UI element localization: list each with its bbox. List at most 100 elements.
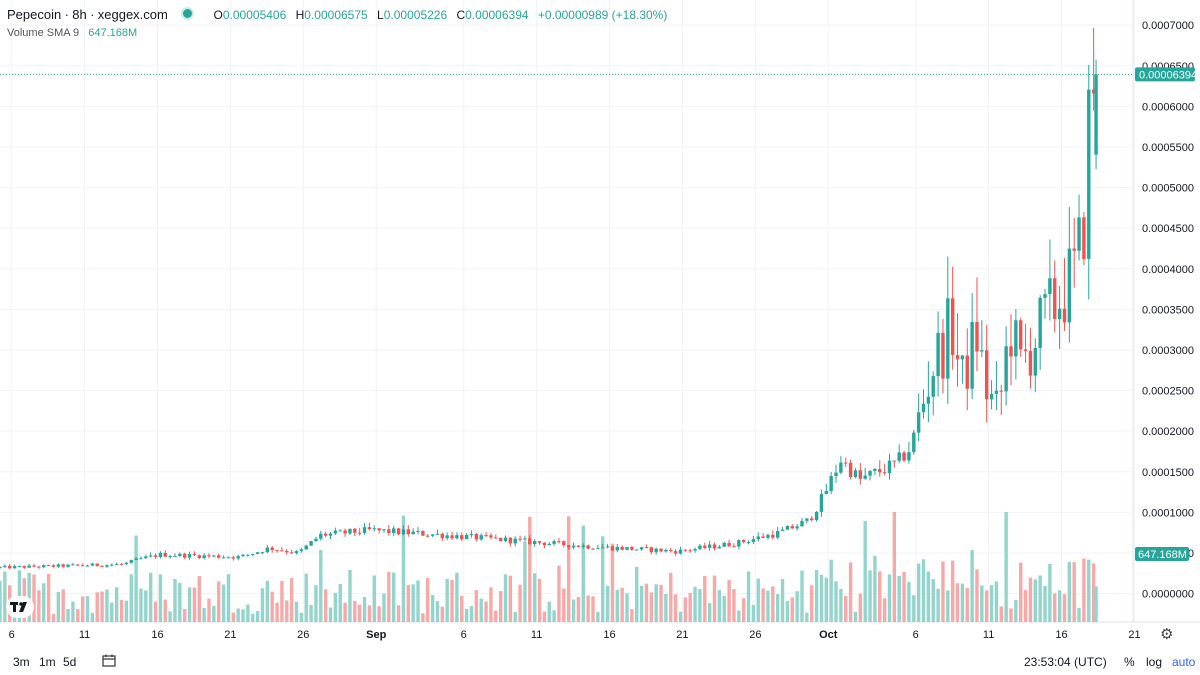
candle-body xyxy=(513,538,517,544)
candle-body xyxy=(683,549,688,551)
candle-body xyxy=(975,322,979,352)
volume-bar xyxy=(941,561,945,622)
candle-body xyxy=(32,565,36,567)
candle-body xyxy=(323,533,328,536)
volume-bar xyxy=(56,591,61,622)
candle-body xyxy=(955,355,960,360)
volume-bar xyxy=(46,573,51,622)
volume-bar xyxy=(357,604,362,622)
range-1m-button[interactable]: 1m xyxy=(39,655,56,669)
volume-bar xyxy=(683,597,688,622)
candle-body xyxy=(994,390,999,394)
candle-body xyxy=(790,526,794,529)
goto-date-icon[interactable] xyxy=(102,654,117,668)
volume-bar xyxy=(163,599,167,622)
volume-bar xyxy=(464,608,469,622)
candle-body xyxy=(90,563,95,566)
candle-body xyxy=(916,412,921,433)
candle-body xyxy=(498,537,503,542)
close-label: C xyxy=(456,8,466,22)
market-status-icon[interactable] xyxy=(181,7,195,20)
candle-body xyxy=(630,547,634,550)
exchange-label[interactable]: xeggex.com xyxy=(97,7,168,22)
volume-bar xyxy=(246,604,250,622)
volume-bar xyxy=(839,589,843,622)
candle-body xyxy=(411,531,415,535)
candle-body xyxy=(878,469,882,473)
volume-bar xyxy=(32,574,36,622)
percent-scale-toggle[interactable]: % xyxy=(1124,655,1135,669)
volume-bar xyxy=(124,600,129,622)
volume-bar xyxy=(1033,579,1038,622)
symbol-name[interactable]: Pepecoin xyxy=(7,7,62,22)
volume-bar xyxy=(970,550,974,622)
volume-bar xyxy=(1067,561,1072,622)
range-3m-button[interactable]: 3m xyxy=(13,655,30,669)
volume-bar xyxy=(873,555,877,622)
interval-label[interactable]: 8h xyxy=(72,7,87,22)
price-chart[interactable]: 0.00000000.00005000.00010000.00015000.00… xyxy=(0,0,1200,650)
volume-bar xyxy=(401,515,406,622)
candle-body xyxy=(562,541,566,546)
candle-body xyxy=(1082,217,1086,259)
volume-bar xyxy=(158,574,163,622)
candle-body xyxy=(372,528,376,530)
clock-time[interactable]: 23:53:04 (UTC) xyxy=(1024,655,1107,669)
candle-body xyxy=(1043,294,1047,298)
candle-body xyxy=(669,549,673,552)
candle-body xyxy=(158,552,163,557)
candle-body xyxy=(547,543,551,546)
candle-body xyxy=(71,564,75,566)
candle-body xyxy=(231,557,236,559)
volume-bar xyxy=(338,583,342,622)
candle-body xyxy=(912,432,916,453)
candle-body xyxy=(746,542,751,544)
candle-body xyxy=(664,549,668,552)
candle-body xyxy=(824,491,828,494)
price-tick-label: 0.0001000 xyxy=(1142,507,1194,519)
volume-legend-label[interactable]: Volume SMA 9 xyxy=(7,27,80,39)
volume-bar xyxy=(411,584,415,622)
volume-bar xyxy=(406,584,410,622)
log-scale-toggle[interactable]: log xyxy=(1146,655,1163,669)
candle-body xyxy=(999,390,1003,392)
candle-body xyxy=(426,535,430,537)
candle-body xyxy=(119,564,124,566)
candle-body xyxy=(1077,217,1081,251)
candle-body xyxy=(1033,347,1038,376)
candle-body xyxy=(950,298,955,356)
candle-body xyxy=(144,556,148,559)
volume-bar xyxy=(114,587,119,622)
volume-bar xyxy=(183,609,187,622)
candle-body xyxy=(1053,278,1057,319)
tradingview-logo-icon[interactable] xyxy=(6,596,34,618)
volume-bar xyxy=(814,569,819,622)
range-5d-button[interactable]: 5d xyxy=(63,655,77,669)
candle-body xyxy=(221,557,226,559)
volume-bar xyxy=(197,576,201,622)
candle-body xyxy=(751,539,756,543)
candle-body xyxy=(304,545,308,550)
candle-body xyxy=(737,540,741,547)
volume-bar xyxy=(430,595,435,622)
volume-bar xyxy=(926,571,931,622)
candle-body xyxy=(460,535,464,540)
volume-bar xyxy=(562,588,566,622)
candle-body xyxy=(644,547,649,549)
volume-bar xyxy=(999,606,1003,622)
candle-body xyxy=(1048,278,1052,295)
candle-body xyxy=(343,530,347,534)
open-label: O xyxy=(213,8,223,22)
candle-body xyxy=(110,564,114,566)
auto-scale-toggle[interactable]: auto xyxy=(1172,655,1196,669)
settings-gear-icon[interactable]: ⚙ xyxy=(1160,626,1174,643)
volume-bar xyxy=(377,606,381,622)
volume-bar xyxy=(479,598,483,622)
candle-body xyxy=(217,555,221,558)
volume-bar xyxy=(639,585,644,622)
candle-body xyxy=(576,545,581,547)
volume-bar xyxy=(450,579,454,622)
volume-bar xyxy=(382,593,386,622)
candle-body xyxy=(85,565,90,567)
time-tick-label: 11 xyxy=(531,629,542,641)
